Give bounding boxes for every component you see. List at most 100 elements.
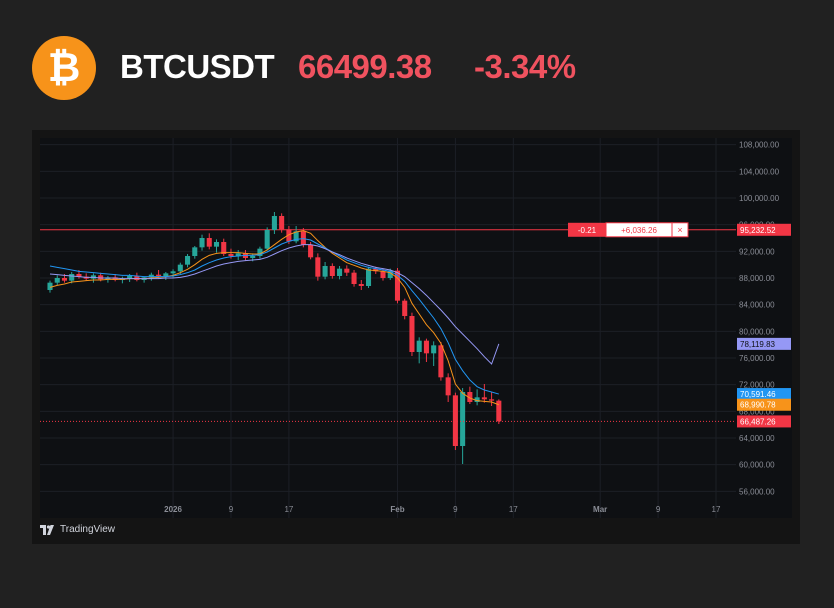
candle-body — [199, 238, 205, 248]
ticker-header: ₿ BTCUSDT 66499.38 -3.34% — [0, 0, 834, 130]
price-tag — [737, 337, 791, 350]
tradingview-label: TradingView — [60, 524, 116, 535]
ticker-symbol: BTCUSDT — [120, 48, 275, 85]
ma-slow-line — [49, 244, 500, 365]
x-tick-label: Mar — [593, 505, 607, 514]
x-tick-label: 9 — [453, 505, 458, 514]
candle-body — [373, 268, 379, 272]
candle-body — [170, 271, 176, 274]
x-tick-label: 17 — [712, 505, 721, 514]
candle-body — [358, 284, 364, 286]
candle-body — [445, 377, 451, 396]
candle-body — [452, 395, 458, 446]
candle-body — [148, 274, 154, 278]
price-tag — [737, 415, 791, 428]
candle-body — [286, 229, 292, 242]
candle-body — [271, 216, 277, 230]
measure-close-box — [671, 222, 689, 238]
x-tick-label: 9 — [229, 505, 234, 514]
y-tick-label: 64,000.00 — [739, 434, 775, 443]
candle-body — [279, 216, 285, 230]
y-tick-label: 84,000.00 — [739, 301, 775, 310]
price-tag-label: 70,591.46 — [740, 390, 776, 399]
candle-body — [192, 247, 198, 256]
candle-body — [474, 397, 480, 402]
price-tag — [737, 398, 791, 411]
candle-body — [329, 266, 335, 276]
candle-body — [402, 300, 408, 316]
x-axis: 2026 9 17 Feb 9 17 Mar 9 17 — [164, 505, 721, 514]
ticker-price: 66499.38 — [298, 48, 432, 85]
bitcoin-icon: ₿ — [32, 36, 96, 100]
candle-body — [409, 316, 415, 352]
candle-body — [467, 392, 473, 402]
candle-body — [322, 266, 328, 277]
candles — [47, 212, 502, 464]
hline-price-tag — [737, 223, 791, 236]
candle-body — [416, 340, 422, 352]
candle-body — [438, 345, 444, 378]
tradingview-watermark[interactable]: TradingView — [40, 524, 115, 535]
x-tick-label: 17 — [509, 505, 518, 514]
candlestick-chart[interactable]: 108,000.00104,000.00100,000.0096,000.009… — [32, 130, 800, 544]
candle-body — [431, 345, 437, 354]
candle-body — [380, 271, 386, 278]
candle-body — [61, 278, 68, 281]
candle-body — [185, 256, 191, 265]
measure-right-label: +6,036.26 — [621, 226, 657, 235]
candle-body — [365, 268, 372, 286]
candle-body — [300, 231, 306, 245]
candle-body — [69, 274, 75, 281]
candle-body — [206, 238, 212, 247]
candle-body — [250, 256, 256, 258]
y-tick-label: 76,000.00 — [739, 354, 775, 363]
y-tick-label: 56,000.00 — [739, 487, 775, 496]
y-tick-label: 72,000.00 — [739, 381, 775, 390]
y-tick-label: 92,000.00 — [739, 247, 775, 256]
price-tag — [737, 388, 791, 401]
candle-body — [337, 268, 343, 276]
y-tick-label: 104,000.00 — [739, 167, 780, 176]
candle-body — [76, 274, 82, 277]
y-tick-label: 108,000.00 — [739, 141, 780, 150]
ticker-change: -3.34% — [474, 48, 576, 85]
price-tag-label: 66,487.26 — [740, 417, 776, 426]
candle-body — [54, 278, 60, 283]
candle-body — [47, 282, 53, 290]
tradingview-icon — [40, 524, 54, 535]
candle-body — [228, 254, 234, 256]
plot-background — [40, 138, 736, 518]
y-tick-label: 100,000.00 — [739, 194, 780, 203]
candle-body — [134, 276, 140, 280]
x-tick-label: 17 — [284, 505, 293, 514]
moving-averages — [49, 230, 500, 406]
candle-body — [257, 248, 263, 256]
candle-body — [213, 242, 220, 247]
chart-panel[interactable]: 108,000.00104,000.00100,000.0096,000.009… — [32, 130, 800, 544]
candle-body — [293, 231, 299, 242]
candle-body — [489, 399, 495, 401]
hline-price-label: 95,232.52 — [740, 226, 776, 235]
candle-body — [264, 230, 270, 249]
candle-body — [394, 270, 401, 301]
price-tag-label: 78,119.83 — [740, 340, 776, 349]
candle-body — [344, 268, 350, 273]
y-tick-label: 80,000.00 — [739, 327, 775, 336]
x-tick-label: 9 — [656, 505, 661, 514]
candle-body — [460, 392, 466, 446]
candle-body — [423, 340, 429, 354]
ma-mid-line — [49, 238, 499, 395]
horizontal-line: -0.21 +6,036.26 × 95,232.52 — [40, 222, 791, 238]
grid — [40, 138, 736, 518]
price-tag-label: 68,990.78 — [740, 401, 776, 410]
y-tick-label: 60,000.00 — [739, 461, 775, 470]
candle-body — [351, 272, 357, 284]
candle-body — [156, 274, 162, 276]
x-tick-label: 2026 — [164, 505, 182, 514]
candle-body — [112, 277, 118, 280]
candle-body — [235, 253, 241, 256]
measure-left-label: -0.21 — [578, 226, 597, 235]
candle-body — [177, 264, 183, 272]
svg-text:₿: ₿ — [48, 46, 81, 90]
measure-left-box — [568, 222, 606, 237]
